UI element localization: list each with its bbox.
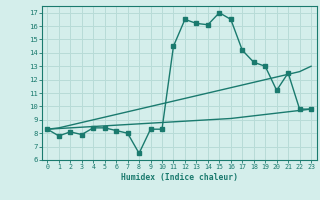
X-axis label: Humidex (Indice chaleur): Humidex (Indice chaleur) (121, 173, 238, 182)
